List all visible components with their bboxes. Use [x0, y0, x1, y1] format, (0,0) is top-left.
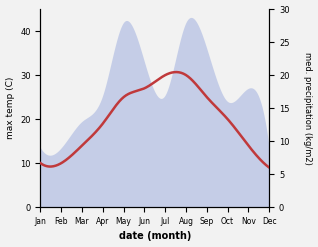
- Y-axis label: med. precipitation (kg/m2): med. precipitation (kg/m2): [303, 52, 313, 165]
- X-axis label: date (month): date (month): [119, 231, 191, 242]
- Y-axis label: max temp (C): max temp (C): [5, 77, 15, 139]
